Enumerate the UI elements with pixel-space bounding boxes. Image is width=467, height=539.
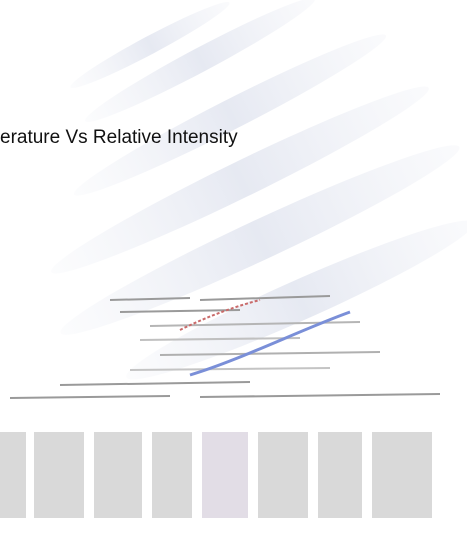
garbled-stripes: [9, 295, 441, 399]
caption: erature Vs Relative Intensity: [0, 127, 238, 148]
background-streaks: [51, 0, 467, 380]
garbled-wordmark: [0, 432, 432, 518]
